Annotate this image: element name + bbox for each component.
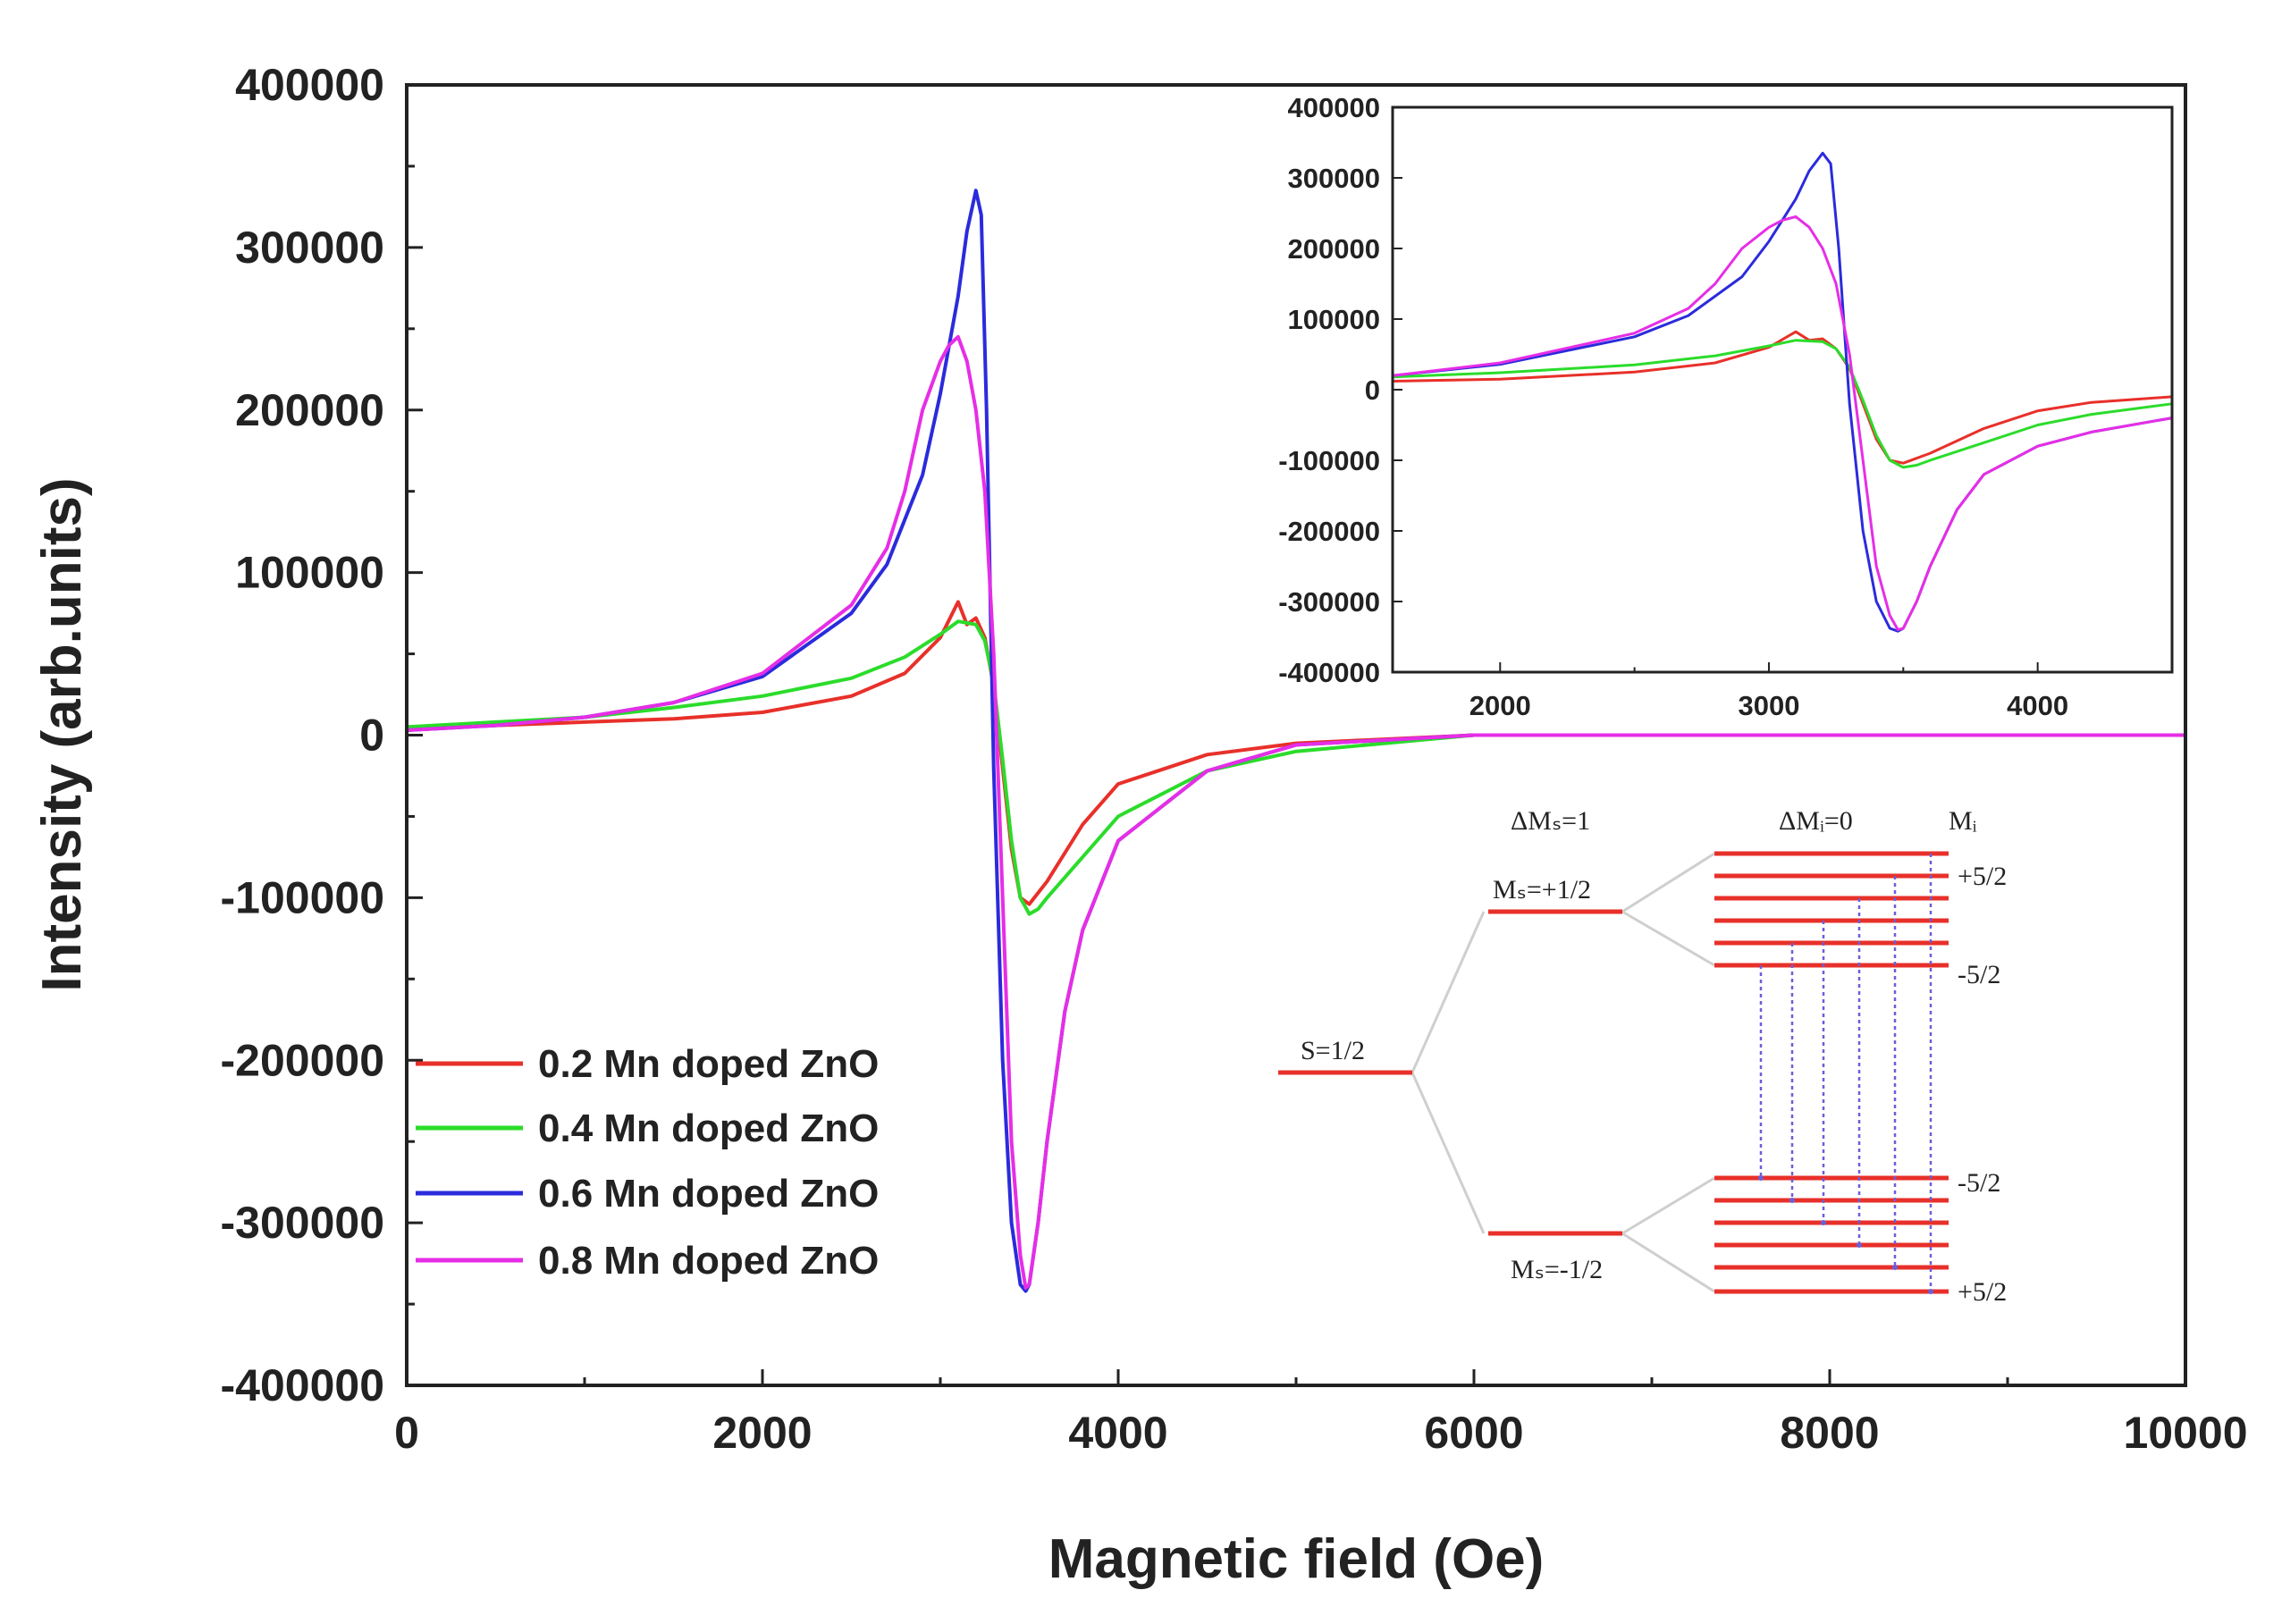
delta-mi-label: ΔMᵢ=0 (1779, 806, 1853, 836)
y-tick-label: 200000 (235, 385, 384, 435)
connector (1621, 1176, 1715, 1235)
legend-item: 0.6 Mn doped ZnO (416, 1172, 879, 1216)
y-tick-label: -200000 (1278, 516, 1380, 547)
legend-label-1: 0.4 Mn doped ZnO (538, 1107, 879, 1150)
y-tick-label: -300000 (221, 1198, 385, 1248)
y-tick-label: 400000 (235, 60, 384, 110)
inset-series (1391, 151, 2174, 633)
series-line-3 (1391, 215, 2174, 632)
x-tick-label: 4000 (2007, 690, 2068, 721)
series-line-3 (405, 334, 2187, 1290)
transition-arrowhead (1789, 1198, 1795, 1203)
upper-bottom-mi: -5/2 (1958, 960, 2000, 989)
inset-tick-labels: 2000 3000 4000 400000 300000 200000 100000 0 -10… (1278, 92, 2068, 721)
inset-plot-frame (1391, 105, 2174, 674)
y-tick-label: 300000 (235, 223, 384, 273)
legend-label-0: 0.2 Mn doped ZnO (538, 1042, 879, 1086)
y-tick-label: -100000 (221, 872, 385, 922)
diagram-transitions (1758, 854, 1933, 1294)
x-tick-label: 0 (394, 1408, 419, 1458)
connector (1410, 911, 1486, 1073)
transition-arrowhead (1892, 1265, 1898, 1270)
connector (1621, 1232, 1715, 1293)
y-tick-label: 200000 (1288, 233, 1380, 265)
spin-label: S=1/2 (1301, 1036, 1365, 1065)
y-tick-label: 100000 (1288, 304, 1380, 335)
inset-chart: 2000 3000 4000 400000 300000 200000 100000 0 -10… (1278, 92, 2174, 721)
legend-label-3: 0.8 Mn doped ZnO (538, 1239, 879, 1283)
main-plot-frame (405, 83, 2187, 1387)
main-chart: 0 2000 4000 6000 8000 10000400000300000200000… (31, 60, 2248, 1590)
diagram-levels (1278, 851, 1949, 1294)
legend-item: 0.8 Mn doped ZnO (416, 1239, 879, 1283)
main-tick-labels: 0 2000 4000 6000 8000 10000400000300000200000… (221, 60, 2248, 1458)
legend-item: 0.2 Mn doped ZnO (416, 1042, 879, 1086)
mi-label: Mᵢ (1949, 806, 1977, 836)
x-tick-label: 2000 (1469, 690, 1531, 721)
energy-level-diagram: ΔMₛ=1 ΔMᵢ=0 Mᵢ Mₛ=+1/2 Mₛ=-1/2 S=1/2 +5/… (1278, 806, 2007, 1307)
delta-ms-label: ΔMₛ=1 (1511, 806, 1590, 836)
y-tick-label: -200000 (221, 1035, 385, 1085)
inset-background (1393, 107, 2172, 672)
ms-down-label: Mₛ=-1/2 (1511, 1255, 1603, 1284)
series-line-1 (1391, 339, 2174, 469)
legend: 0.2 Mn doped ZnO 0.4 Mn doped ZnO 0.6 Mn… (416, 1042, 879, 1283)
x-tick-label: 8000 (1780, 1408, 1879, 1458)
y-tick-label: 100000 (235, 548, 384, 598)
connector (1621, 852, 1715, 913)
x-tick-label: 10000 (2123, 1408, 2247, 1458)
y-tick-label: 0 (359, 711, 384, 761)
transition-arrowhead (1857, 1242, 1862, 1248)
lower-bottom-mi: +5/2 (1958, 1277, 2007, 1307)
x-tick-label: 4000 (1068, 1408, 1167, 1458)
transition-arrowhead (1758, 1175, 1764, 1181)
y-tick-label: -400000 (221, 1360, 385, 1410)
transition-arrowhead (1928, 1289, 1933, 1294)
x-axis-title: Magnetic field (Oe) (1048, 1528, 1545, 1590)
transition-arrowhead (1821, 1220, 1826, 1225)
y-axis-title: Intensity (arb.units) (31, 477, 93, 991)
y-tick-label: -300000 (1278, 586, 1380, 618)
x-tick-label: 2000 (712, 1408, 812, 1458)
main-series (405, 189, 2187, 1293)
upper-top-mi: +5/2 (1958, 862, 2007, 891)
ms-up-label: Mₛ=+1/2 (1493, 875, 1591, 905)
y-tick-label: 300000 (1288, 163, 1380, 194)
series-line-1 (405, 619, 2187, 916)
lower-top-mi: -5/2 (1958, 1168, 2000, 1198)
legend-label-2: 0.6 Mn doped ZnO (538, 1172, 879, 1216)
legend-item: 0.4 Mn doped ZnO (416, 1107, 879, 1150)
y-tick-label: 400000 (1288, 92, 1380, 123)
diagram-connectors (1410, 852, 1715, 1293)
connector (1410, 1072, 1486, 1234)
x-tick-label: 3000 (1738, 690, 1799, 721)
connector (1621, 910, 1715, 967)
y-tick-label: 0 (1365, 374, 1380, 406)
x-tick-label: 6000 (1424, 1408, 1523, 1458)
y-tick-label: -400000 (1278, 657, 1380, 688)
y-tick-label: -100000 (1278, 445, 1380, 476)
